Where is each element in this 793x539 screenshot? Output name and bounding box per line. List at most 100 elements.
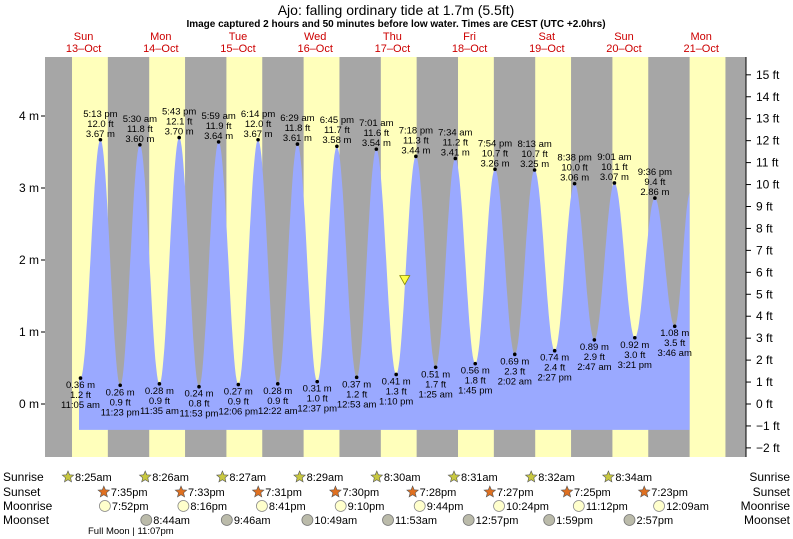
day-date: 19–Oct xyxy=(529,43,564,55)
sunset-icon xyxy=(328,485,342,498)
moonset-icon xyxy=(543,514,556,526)
row-label-left: Sunset xyxy=(3,485,41,499)
high-tide-meters: 3.41 m xyxy=(441,147,470,158)
high-tide-meters: 3.07 m xyxy=(600,172,629,183)
sunset-time: 7:28pm xyxy=(420,487,457,499)
low-tide-meters: 0.26 m xyxy=(106,387,135,398)
moonrise-time: 11:12pm xyxy=(586,501,628,513)
sunset-time: 7:31pm xyxy=(265,487,302,499)
sunrise-icon xyxy=(61,470,75,483)
low-tide-point xyxy=(394,372,398,377)
high-tide-meters: 3.64 m xyxy=(204,131,233,142)
day-date: 14–Oct xyxy=(143,43,178,55)
high-tide-feet: 11.2 ft xyxy=(442,137,468,148)
low-tide-time: 1:10 pm xyxy=(379,396,413,407)
low-tide-meters: 0.74 m xyxy=(540,353,569,364)
sunrise-icon xyxy=(370,470,384,483)
sunset-time: 7:35pm xyxy=(111,487,148,499)
right-axis-label: 5 ft xyxy=(756,287,773,301)
moonrise-time: 9:44pm xyxy=(427,501,464,513)
low-tide-time: 2:47 am xyxy=(577,362,611,373)
day-name: Sun xyxy=(614,31,634,43)
moonset-time: 9:46am xyxy=(234,515,271,527)
day-date: 18–Oct xyxy=(452,43,487,55)
high-tide-feet: 11.8 ft xyxy=(127,124,153,135)
high-tide-feet: 12.0 ft xyxy=(87,119,114,130)
high-tide-meters: 3.60 m xyxy=(125,134,154,145)
low-tide-point xyxy=(512,352,517,357)
moonset-icon xyxy=(220,514,233,526)
moonrise-time: 12:09am xyxy=(666,501,709,513)
low-tide-feet: 3.0 ft xyxy=(624,350,645,361)
row-label-left: Moonset xyxy=(3,513,50,527)
high-tide-point xyxy=(335,144,339,149)
high-tide-time: 6:14 pm xyxy=(241,109,275,120)
right-axis-label: 7 ft xyxy=(756,243,773,257)
row-label-right: Sunrise xyxy=(749,470,790,484)
high-tide-time: 7:54 pm xyxy=(478,138,512,149)
low-tide-point xyxy=(552,348,557,353)
day-date: 13–Oct xyxy=(66,43,101,55)
high-tide-feet: 9.4 ft xyxy=(644,177,665,188)
right-axis-label: 15 ft xyxy=(756,68,780,82)
high-tide-meters: 3.44 m xyxy=(401,145,430,156)
low-tide-time: 2:02 am xyxy=(498,376,532,387)
low-tide-meters: 1.08 m xyxy=(660,328,689,339)
row-label-right: Moonrise xyxy=(741,499,791,513)
high-tide-time: 6:29 am xyxy=(280,113,314,124)
low-tide-feet: 0.8 ft xyxy=(188,399,209,410)
high-tide-feet: 11.8 ft xyxy=(285,123,311,134)
chart-title: Ajo: falling ordinary tide at 1.7m (5.5f… xyxy=(278,2,515,18)
low-tide-point xyxy=(633,335,637,340)
right-axis-label: 6 ft xyxy=(756,265,773,279)
low-tide-feet: 2.4 ft xyxy=(544,363,565,374)
sunrise-time: 8:32am xyxy=(538,472,575,484)
high-tide-time: 7:18 pm xyxy=(399,125,433,136)
high-tide-point xyxy=(98,137,103,142)
low-tide-meters: 0.37 m xyxy=(342,379,371,390)
right-axis-label: 4 ft xyxy=(756,309,773,323)
high-tide-meters: 3.54 m xyxy=(362,138,391,149)
low-tide-point xyxy=(275,382,280,386)
high-tide-feet: 10.7 ft xyxy=(482,148,509,159)
day-date: 21–Oct xyxy=(683,43,718,55)
high-tide-time: 5:13 pm xyxy=(83,109,117,120)
right-axis-label: 8 ft xyxy=(756,221,773,235)
sunset-icon xyxy=(251,485,265,498)
low-tide-feet: 1.2 ft xyxy=(70,390,91,401)
low-tide-point xyxy=(592,338,597,342)
low-tide-meters: 0.92 m xyxy=(620,340,649,351)
right-axis-label: 0 ft xyxy=(756,397,773,411)
high-tide-meters: 2.86 m xyxy=(640,187,669,198)
sunset-time: 7:30pm xyxy=(342,487,379,499)
low-tide-meters: 0.28 m xyxy=(263,386,292,397)
moonrise-icon xyxy=(493,500,505,512)
low-tide-point xyxy=(473,361,478,366)
high-tide-time: 6:45 pm xyxy=(320,115,354,126)
moonset-icon xyxy=(382,514,394,526)
sunrise-time: 8:30am xyxy=(384,472,421,484)
sunrise-icon xyxy=(293,470,307,483)
low-tide-meters: 0.89 m xyxy=(580,342,609,353)
sunrise-icon xyxy=(215,470,229,483)
low-tide-feet: 2.9 ft xyxy=(584,352,605,363)
plot-area xyxy=(45,57,746,457)
high-tide-meters: 3.58 m xyxy=(322,135,351,146)
moonset-time: 10:49am xyxy=(314,515,357,527)
moonset-time: 2:57pm xyxy=(636,515,673,527)
high-tide-point xyxy=(493,167,497,172)
high-tide-meters: 3.67 m xyxy=(86,129,115,140)
row-label-left: Moonrise xyxy=(3,499,53,513)
right-axis-label: 2 ft xyxy=(756,353,773,367)
sunrise-time: 8:25am xyxy=(75,472,112,484)
low-tide-time: 2:27 pm xyxy=(538,373,572,384)
low-tide-point xyxy=(118,383,122,388)
low-tide-feet: 3.5 ft xyxy=(664,338,685,349)
low-tide-meters: 0.28 m xyxy=(145,386,174,397)
low-tide-feet: 0.9 ft xyxy=(228,397,249,408)
low-tide-feet: 0.9 ft xyxy=(110,397,131,408)
high-tide-time: 5:30 am xyxy=(123,114,157,125)
low-tide-time: 3:46 am xyxy=(658,348,692,359)
